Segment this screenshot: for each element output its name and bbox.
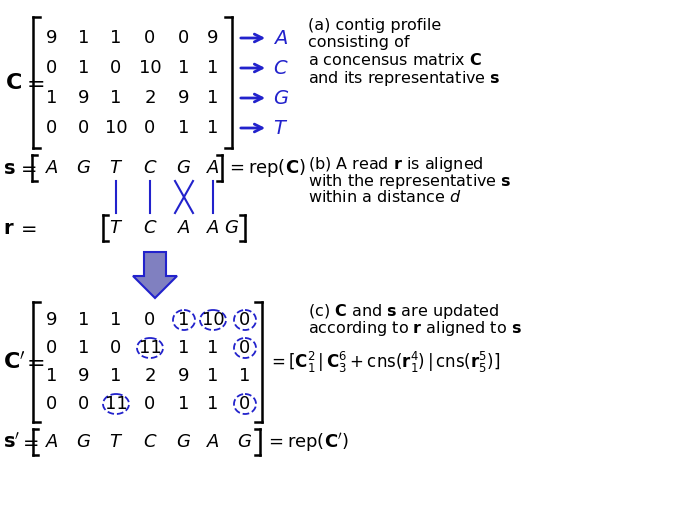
Text: $\mathit{A}$: $\mathit{A}$ (206, 219, 220, 237)
Text: 9: 9 (47, 311, 58, 329)
Text: $\mathit{G}$: $\mathit{G}$ (177, 433, 192, 451)
Text: 1: 1 (78, 339, 90, 357)
Text: 1: 1 (178, 119, 190, 137)
Text: a concensus matrix $\mathbf{C}$: a concensus matrix $\mathbf{C}$ (308, 52, 482, 68)
Text: $\mathit{A}$: $\mathit{A}$ (206, 159, 220, 177)
Text: 0: 0 (110, 59, 122, 77)
Text: $\mathit{C}$: $\mathit{C}$ (273, 58, 288, 78)
Text: 1: 1 (110, 29, 122, 47)
Text: $\mathit{A}$: $\mathit{A}$ (45, 433, 59, 451)
Text: 9: 9 (208, 29, 219, 47)
Text: 0: 0 (239, 339, 251, 357)
Text: 0: 0 (47, 395, 58, 413)
Text: $= \mathrm{rep}(\mathbf{C})$: $= \mathrm{rep}(\mathbf{C})$ (226, 157, 306, 179)
Text: 1: 1 (110, 367, 122, 385)
Text: within a distance $d$: within a distance $d$ (308, 189, 462, 205)
Text: with the representative $\mathbf{s}$: with the representative $\mathbf{s}$ (308, 172, 512, 191)
Text: $=$: $=$ (22, 352, 45, 372)
Text: 1: 1 (178, 395, 190, 413)
Text: 1: 1 (178, 59, 190, 77)
Text: $\mathit{A}$: $\mathit{A}$ (45, 159, 59, 177)
Text: 0: 0 (145, 29, 155, 47)
Text: 0: 0 (47, 339, 58, 357)
Text: 1: 1 (239, 367, 251, 385)
Text: (c) $\mathbf{C}$ and $\mathbf{s}$ are updated: (c) $\mathbf{C}$ and $\mathbf{s}$ are up… (308, 302, 499, 321)
Text: 1: 1 (47, 89, 58, 107)
Text: and its representative $\mathbf{s}$: and its representative $\mathbf{s}$ (308, 69, 501, 88)
Text: 9: 9 (47, 29, 58, 47)
Text: $\mathbf{C}$: $\mathbf{C}$ (5, 73, 22, 93)
Text: (b) A read $\mathbf{r}$ is aligned: (b) A read $\mathbf{r}$ is aligned (308, 155, 484, 174)
Text: according to $\mathbf{r}$ aligned to $\mathbf{s}$: according to $\mathbf{r}$ aligned to $\m… (308, 319, 522, 338)
Text: 0: 0 (145, 311, 155, 329)
Text: 9: 9 (178, 89, 190, 107)
Text: $\mathit{A}$: $\mathit{A}$ (177, 219, 191, 237)
Text: 1: 1 (208, 339, 219, 357)
Text: 10: 10 (105, 119, 127, 137)
Text: $\mathit{G}$: $\mathit{G}$ (238, 433, 253, 451)
Text: 1: 1 (208, 395, 219, 413)
Text: 0: 0 (47, 119, 58, 137)
Text: $\mathit{C}$: $\mathit{C}$ (142, 433, 158, 451)
Text: $\mathit{A}$: $\mathit{A}$ (206, 433, 220, 451)
Text: 1: 1 (110, 89, 122, 107)
Text: $=$: $=$ (17, 219, 37, 238)
Text: $=$: $=$ (22, 73, 45, 93)
Text: 0: 0 (145, 119, 155, 137)
Text: $\mathit{G}$: $\mathit{G}$ (273, 88, 289, 107)
Text: $\mathit{G}$: $\mathit{G}$ (77, 433, 92, 451)
Text: 1: 1 (47, 367, 58, 385)
Text: 9: 9 (78, 89, 90, 107)
Text: $=$: $=$ (17, 158, 37, 177)
Text: 1: 1 (178, 339, 190, 357)
Text: 10: 10 (138, 59, 161, 77)
Text: $\mathit{T}$: $\mathit{T}$ (109, 219, 123, 237)
Text: $\mathbf{r}$: $\mathbf{r}$ (3, 219, 14, 238)
Text: 2: 2 (145, 367, 155, 385)
Text: $\mathit{T}$: $\mathit{T}$ (109, 433, 123, 451)
Text: 0: 0 (239, 395, 251, 413)
Text: $\mathbf{s}$: $\mathbf{s}$ (3, 158, 16, 177)
Text: $\mathit{T}$: $\mathit{T}$ (109, 159, 123, 177)
Text: $\mathit{G}$: $\mathit{G}$ (225, 219, 240, 237)
Text: $\mathit{T}$: $\mathit{T}$ (273, 119, 288, 137)
Text: 0: 0 (110, 339, 122, 357)
Text: 2: 2 (145, 89, 155, 107)
Text: 11: 11 (105, 395, 127, 413)
Text: 1: 1 (208, 89, 219, 107)
Text: $\mathit{A}$: $\mathit{A}$ (273, 29, 288, 48)
Text: (a) contig profile: (a) contig profile (308, 18, 441, 33)
Text: 0: 0 (47, 59, 58, 77)
Text: 0: 0 (78, 119, 90, 137)
Text: 1: 1 (208, 367, 219, 385)
Text: 1: 1 (78, 59, 90, 77)
Text: 0: 0 (239, 311, 251, 329)
Text: 0: 0 (145, 395, 155, 413)
Text: 1: 1 (208, 119, 219, 137)
Text: consisting of: consisting of (308, 35, 410, 50)
Text: $= \mathrm{rep}(\mathbf{C'})$: $= \mathrm{rep}(\mathbf{C'})$ (265, 430, 349, 453)
Polygon shape (133, 252, 177, 298)
Text: $\mathit{C}$: $\mathit{C}$ (142, 159, 158, 177)
Text: $=$: $=$ (19, 432, 39, 452)
Text: 1: 1 (110, 311, 122, 329)
Text: 1: 1 (208, 59, 219, 77)
Text: 0: 0 (178, 29, 190, 47)
Text: $=[\mathbf{C}_1^2\,|\,\mathbf{C}_3^6+\mathrm{cns}(\mathbf{r}_1^4)\,|\,\mathrm{cn: $=[\mathbf{C}_1^2\,|\,\mathbf{C}_3^6+\ma… (268, 350, 500, 375)
Text: $\mathit{G}$: $\mathit{G}$ (177, 159, 192, 177)
Text: $\mathit{C}$: $\mathit{C}$ (142, 219, 158, 237)
Text: 11: 11 (138, 339, 162, 357)
Text: $\mathbf{C'}$: $\mathbf{C'}$ (3, 351, 25, 373)
Text: $\mathit{G}$: $\mathit{G}$ (77, 159, 92, 177)
Text: 10: 10 (201, 311, 224, 329)
Text: 9: 9 (78, 367, 90, 385)
Text: $\mathbf{s'}$: $\mathbf{s'}$ (3, 432, 21, 452)
Text: 9: 9 (178, 367, 190, 385)
Text: 0: 0 (78, 395, 90, 413)
Text: 1: 1 (78, 29, 90, 47)
Text: 1: 1 (178, 311, 190, 329)
Text: 1: 1 (78, 311, 90, 329)
